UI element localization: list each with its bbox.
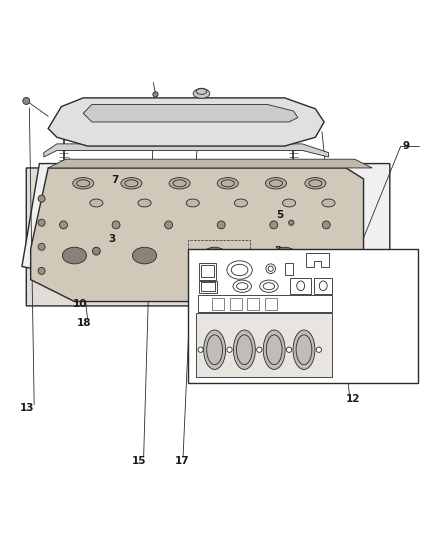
Ellipse shape (204, 330, 226, 369)
Text: 18: 18 (77, 318, 92, 328)
Text: 10: 10 (73, 298, 88, 309)
Text: 15: 15 (132, 456, 147, 465)
Ellipse shape (112, 221, 120, 229)
Ellipse shape (290, 133, 297, 137)
Ellipse shape (217, 177, 238, 189)
Ellipse shape (38, 268, 45, 274)
Ellipse shape (261, 234, 269, 242)
Polygon shape (44, 144, 328, 157)
Ellipse shape (153, 92, 158, 97)
Bar (188, 240, 250, 264)
Polygon shape (48, 159, 372, 168)
Ellipse shape (38, 195, 45, 202)
Ellipse shape (198, 347, 203, 352)
Ellipse shape (234, 199, 247, 207)
Ellipse shape (286, 347, 292, 352)
Ellipse shape (257, 347, 262, 352)
Bar (230, 298, 242, 310)
Ellipse shape (263, 330, 285, 369)
Bar (188, 249, 418, 383)
Ellipse shape (217, 221, 225, 229)
Polygon shape (31, 168, 364, 302)
Bar (201, 282, 215, 291)
Text: 13: 13 (20, 403, 35, 413)
Ellipse shape (202, 247, 227, 264)
Ellipse shape (193, 88, 210, 98)
Text: 9: 9 (403, 141, 410, 151)
Ellipse shape (332, 233, 342, 243)
Bar (247, 298, 259, 310)
Ellipse shape (233, 330, 255, 369)
Ellipse shape (156, 234, 164, 242)
Polygon shape (196, 313, 332, 377)
Ellipse shape (270, 221, 278, 229)
Polygon shape (22, 164, 390, 336)
Polygon shape (26, 168, 381, 306)
Ellipse shape (342, 280, 354, 292)
Ellipse shape (169, 177, 190, 189)
Ellipse shape (265, 177, 286, 189)
Ellipse shape (322, 221, 330, 229)
Ellipse shape (73, 177, 94, 189)
Ellipse shape (38, 219, 45, 226)
Ellipse shape (282, 233, 292, 243)
Ellipse shape (63, 247, 87, 264)
Ellipse shape (138, 199, 151, 207)
Ellipse shape (289, 220, 294, 225)
Polygon shape (83, 104, 298, 122)
Bar (199, 263, 216, 280)
Ellipse shape (218, 213, 259, 263)
Ellipse shape (293, 330, 315, 369)
Ellipse shape (90, 199, 103, 207)
Bar (265, 298, 277, 310)
Ellipse shape (60, 213, 102, 263)
Polygon shape (48, 98, 324, 146)
Ellipse shape (166, 213, 207, 263)
Ellipse shape (57, 234, 65, 242)
Text: 1: 1 (367, 255, 374, 265)
Ellipse shape (113, 213, 154, 263)
Ellipse shape (23, 98, 30, 104)
Ellipse shape (316, 347, 321, 352)
Ellipse shape (60, 133, 67, 137)
Ellipse shape (132, 247, 157, 264)
Ellipse shape (298, 234, 306, 242)
Ellipse shape (165, 221, 173, 229)
Ellipse shape (208, 234, 216, 242)
Text: 6: 6 (386, 250, 393, 260)
Ellipse shape (103, 234, 111, 242)
Ellipse shape (92, 247, 100, 255)
Ellipse shape (305, 177, 326, 189)
Ellipse shape (311, 233, 320, 243)
Text: 5: 5 (276, 210, 283, 220)
Text: 2: 2 (275, 246, 282, 256)
Bar (199, 280, 217, 293)
Text: 12: 12 (346, 394, 361, 404)
Ellipse shape (186, 199, 199, 207)
Ellipse shape (227, 347, 232, 352)
Text: 4: 4 (336, 289, 343, 299)
Ellipse shape (272, 247, 297, 264)
Ellipse shape (121, 177, 142, 189)
Text: 8: 8 (297, 328, 304, 338)
Ellipse shape (333, 234, 341, 242)
Ellipse shape (283, 199, 296, 207)
Text: 17: 17 (174, 456, 189, 465)
Ellipse shape (60, 221, 67, 229)
Ellipse shape (322, 199, 335, 207)
Text: 7: 7 (111, 175, 118, 185)
Ellipse shape (38, 243, 45, 251)
Text: 3: 3 (108, 234, 115, 244)
Bar (212, 298, 224, 310)
Bar (201, 265, 214, 278)
